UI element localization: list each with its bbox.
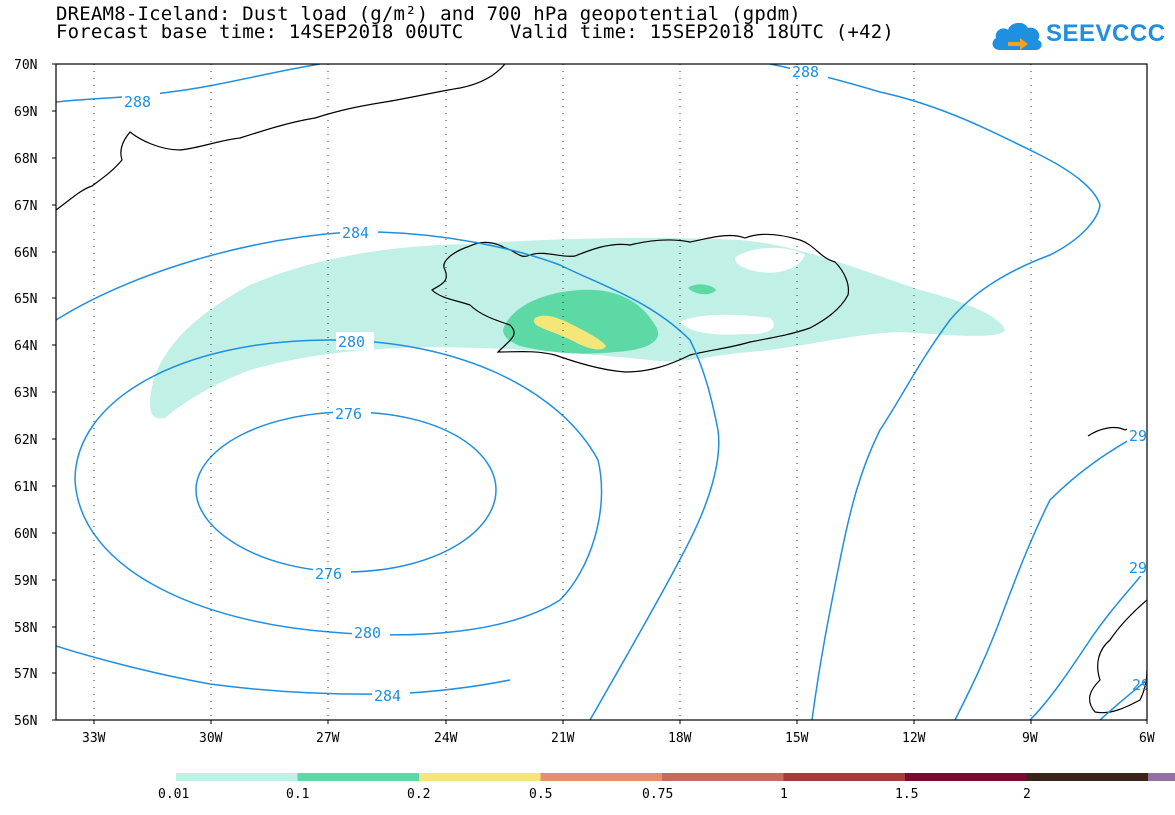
colorbar-swatch [297, 773, 420, 781]
contour-labels: 288 288 284 284 280 280 276 276 29 29 29 [122, 63, 1150, 705]
contour-284 [56, 231, 720, 720]
graticule [93, 64, 1032, 720]
geopotential-contours [56, 64, 1147, 720]
dust-spot [688, 284, 716, 295]
contour-288 [56, 64, 1101, 720]
contour-label: 280 [338, 333, 365, 351]
iceland-coastline [431, 233, 850, 373]
longitude-labels: 33W 30W 27W 24W 21W 18W 15W 12W 9W 6W [82, 731, 1155, 746]
lat-label: 63N [14, 386, 37, 401]
contour-label: 29 [1129, 427, 1147, 445]
lat-label: 62N [14, 433, 37, 448]
contour-label: 276 [315, 565, 342, 583]
logo-text: SEEVCCC [1046, 20, 1166, 47]
contour-label: 29 [1129, 559, 1147, 577]
forecast-times: Forecast base time: 14SEP2018 00UTC Vali… [56, 21, 895, 43]
colorbar-swatch [1148, 773, 1175, 781]
contour-label: 29 [1132, 676, 1150, 694]
contour-label: 284 [342, 224, 369, 242]
contour-280 [74, 339, 603, 636]
lon-label: 33W [82, 731, 106, 746]
lat-label: 64N [14, 339, 37, 354]
lat-label: 67N [14, 199, 37, 214]
colorbar-labels: 0.01 0.1 0.2 0.5 0.75 1 1.5 2 [158, 787, 1031, 802]
contour-label: 276 [335, 405, 362, 423]
colorbar-swatch [540, 773, 663, 781]
colorbar-label: 0.5 [529, 787, 552, 802]
tick-marks [52, 63, 1148, 724]
lat-label: 65N [14, 292, 37, 307]
colorbar-swatch [783, 773, 906, 781]
colorbar-label: 1.5 [895, 787, 918, 802]
lon-label: 6W [1139, 731, 1155, 746]
colorbar-label: 0.1 [286, 787, 309, 802]
colorbar-label: 1 [780, 787, 788, 802]
dust-gap-east [680, 314, 774, 335]
colorbar [176, 773, 1175, 781]
lat-label: 68N [14, 152, 37, 167]
latitude-labels: 70N 69N 68N 67N 66N 65N 64N 63N 62N 61N … [14, 58, 37, 729]
lon-label: 9W [1022, 731, 1038, 746]
colorbar-label: 2 [1023, 787, 1031, 802]
map-area: 288 288 284 284 280 280 276 276 29 29 29 [56, 63, 1150, 720]
contour-292 [954, 429, 1147, 720]
colorbar-swatch [662, 773, 784, 781]
contour-label: 288 [792, 63, 819, 81]
lon-label: 24W [434, 731, 458, 746]
lon-label: 12W [902, 731, 926, 746]
lat-label: 69N [14, 105, 37, 120]
lat-label: 57N [14, 667, 37, 682]
contour-296 [1029, 567, 1147, 720]
dust-area-medium [503, 289, 659, 354]
cloud-logo-icon [992, 22, 1042, 50]
colorbar-label: 0.75 [642, 787, 673, 802]
colorbar-swatch [419, 773, 541, 781]
contour-300 [1099, 679, 1147, 720]
lat-label: 59N [14, 574, 37, 589]
scotland-coastline [1088, 599, 1147, 714]
lon-label: 30W [199, 731, 223, 746]
lon-label: 18W [668, 731, 692, 746]
lon-label: 15W [785, 731, 809, 746]
seevccc-logo: SEEVCCC [990, 16, 1165, 56]
contour-label: 284 [374, 687, 401, 705]
lat-label: 66N [14, 246, 37, 261]
colorbar-label: 0.2 [407, 787, 430, 802]
dust-area-high [533, 315, 606, 350]
lat-label: 61N [14, 480, 37, 495]
lat-label: 70N [14, 58, 37, 73]
dust-gap-northeast [735, 247, 805, 273]
contour-276 [195, 411, 497, 573]
lon-label: 21W [551, 731, 575, 746]
lat-label: 56N [14, 714, 37, 729]
colorbar-label: 0.01 [158, 787, 189, 802]
colorbar-swatch [176, 773, 298, 781]
lon-label: 27W [316, 731, 340, 746]
colorbar-swatch [1026, 773, 1149, 781]
map-title: DREAM8-Iceland: Dust load (g/m²) and 700… [56, 3, 801, 25]
contour-label: 280 [354, 624, 381, 642]
colorbar-swatch [905, 773, 1027, 781]
greenland-coastline [56, 64, 506, 211]
map-frame [55, 63, 1148, 721]
lat-label: 58N [14, 621, 37, 636]
contour-label: 288 [124, 93, 151, 111]
lat-label: 60N [14, 527, 37, 542]
